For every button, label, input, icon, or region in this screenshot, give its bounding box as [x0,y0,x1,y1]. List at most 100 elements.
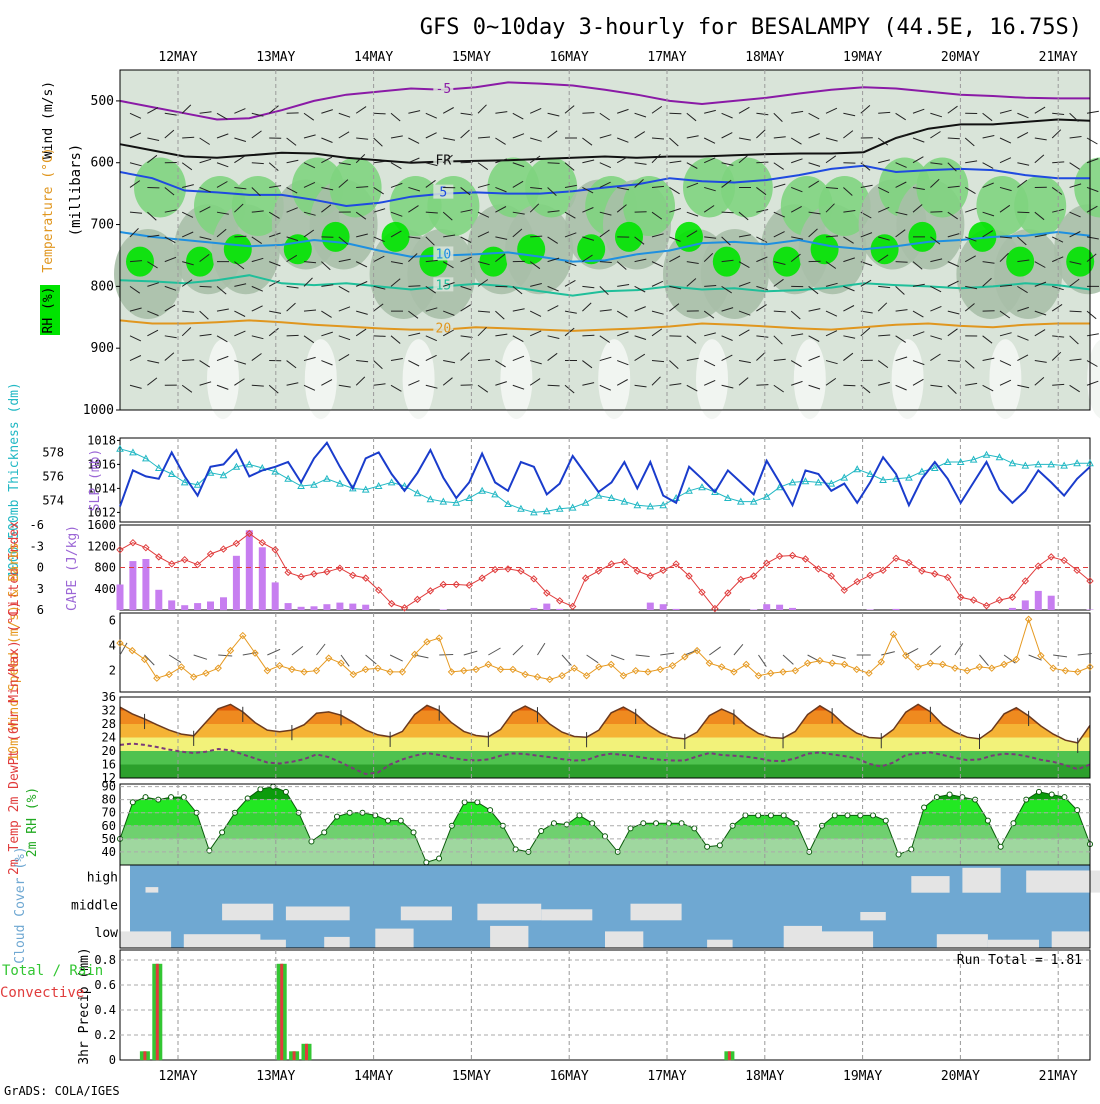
y-tick-label: 0.2 [94,1028,116,1042]
wind-barb [582,335,594,336]
cape-bar [336,603,343,610]
cape-bar [259,547,266,610]
rh-marker [768,813,773,818]
cape-bar [129,561,136,610]
y-tick-label: 1000 [83,403,114,418]
cape-bar [1035,591,1042,610]
rh-region [479,247,507,277]
wind-barb [1070,311,1082,312]
rh-marker [322,830,327,835]
rh-marker [909,847,914,852]
rh-region [284,234,312,264]
y-tick-label: 4 [109,639,116,653]
rh-marker [922,805,927,810]
rh-marker [551,821,556,826]
day-label: 21MAY [1039,50,1078,65]
y-tick-label: -3 [30,539,44,553]
cape-bar [233,556,240,610]
wind-barb [548,163,560,164]
precip-convective-bar [280,964,283,1060]
precip-convective-bar [156,964,159,1060]
rh-region [517,234,545,264]
dry-pocket [500,339,532,419]
rh-marker [181,795,186,800]
rh-region [382,222,410,252]
y-tick-label: 800 [91,279,114,294]
cape-bar [272,582,279,610]
legend-convective: Convective [0,985,84,1001]
rh-region [994,229,1062,319]
cloud-block [222,904,273,921]
rh-marker [143,795,148,800]
y-tick-label: 600 [91,156,114,171]
y-tick-label: 1200 [87,539,116,553]
rh-marker [896,852,901,857]
isotherm-label: FR [436,153,452,168]
rh-marker [169,795,174,800]
cloud-block [490,926,528,948]
day-label: 15MAY [452,50,491,65]
ylabel-temp: 2m Temp 2m DewPt (6hr Min/Max) (°C) [7,601,22,875]
cloud-block [1026,871,1100,893]
dry-pocket [598,339,630,419]
y-tick-label: 500 [91,94,114,109]
rh-marker [845,813,850,818]
cape-bar [349,604,356,610]
rh-marker [794,821,799,826]
y-tick-label: 80 [102,793,116,807]
cape-bar [142,559,149,610]
temp-band [120,765,1090,779]
isotherm-label: 20 [436,322,452,337]
y-tick-label: 0 [109,1053,116,1067]
cape-bar [556,609,563,610]
dry-pocket [696,339,728,419]
cloud-level-label: middle [71,898,118,913]
y-tick-label: 32 [102,704,116,718]
cloud-block [541,909,592,920]
rh-marker [717,843,722,848]
day-label: 18MAY [745,50,784,65]
rh-marker [743,813,748,818]
rh-marker [130,800,135,805]
cloud-block [822,931,873,948]
y-tick-label: 90 [102,780,116,794]
wind-barb [722,212,734,213]
wind-barb [439,655,453,656]
y-tick-label: 900 [91,341,114,356]
wind-barb [200,286,212,287]
rh-marker [628,826,633,831]
credit-label: GrADS: COLA/IGES [4,1084,120,1098]
chart-title: GFS 0~10day 3-hourly for BESALAMPY (44.5… [420,15,1082,40]
day-label: 14MAY [354,50,393,65]
cape-bar [298,607,305,610]
cloud-block [860,912,886,920]
day-label: 16MAY [550,50,589,65]
cloud-level-label: high [87,871,118,886]
rh-marker [539,829,544,834]
isotherm-label: -5 [436,82,452,97]
day-label: 13MAY [256,1069,295,1084]
y-tick-label: 36 [102,690,116,704]
cape-bar [750,610,757,611]
rh-marker [679,821,684,826]
y-tick-label: 6 [37,603,44,617]
wind-barb [756,162,768,163]
cape-bar [168,600,175,610]
rh-marker [309,839,314,844]
rh-marker [641,821,646,826]
cape-bar [530,608,537,610]
cloud-block [120,931,171,948]
cloud-block [324,937,350,948]
day-label: 16MAY [550,1069,589,1084]
cape-bar [220,597,227,610]
cape-bar [155,590,162,610]
rh-marker [781,813,786,818]
ylabel-cloud: Cloud Cover (%) [13,846,28,963]
cape-bar [285,603,292,610]
dry-pocket [794,339,826,419]
wind-barb [930,212,942,213]
y-tick-label: 800 [94,561,116,575]
day-label: 18MAY [745,1069,784,1084]
y-tick-label: 40 [102,845,116,859]
